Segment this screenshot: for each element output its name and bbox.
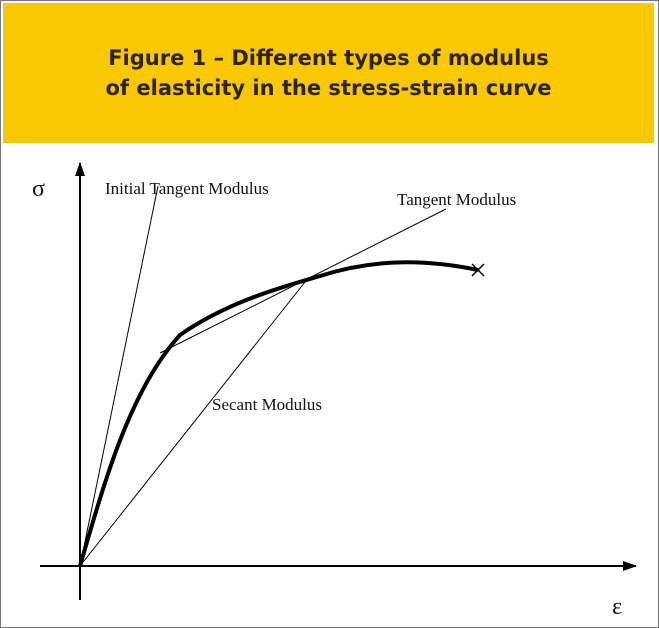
title-line: of elasticity in the stress-strain curve: [105, 76, 552, 100]
initial-tangent-line: [79, 185, 159, 567]
x-axis-label: ε: [612, 594, 622, 620]
secant-line: [79, 281, 306, 567]
stress-strain-curve: [78, 260, 479, 567]
title-line: Figure 1 – Different types of modulus: [108, 46, 549, 70]
annotation: Initial Tangent Modulus: [105, 179, 269, 198]
y-axis-label: σ: [32, 176, 45, 202]
failure-mark: [471, 263, 485, 277]
figure-header: Figure 1 – Different types of modulus of…: [3, 3, 654, 143]
annotation: Tangent Modulus: [397, 190, 516, 209]
annotation: Secant Modulus: [212, 395, 322, 414]
